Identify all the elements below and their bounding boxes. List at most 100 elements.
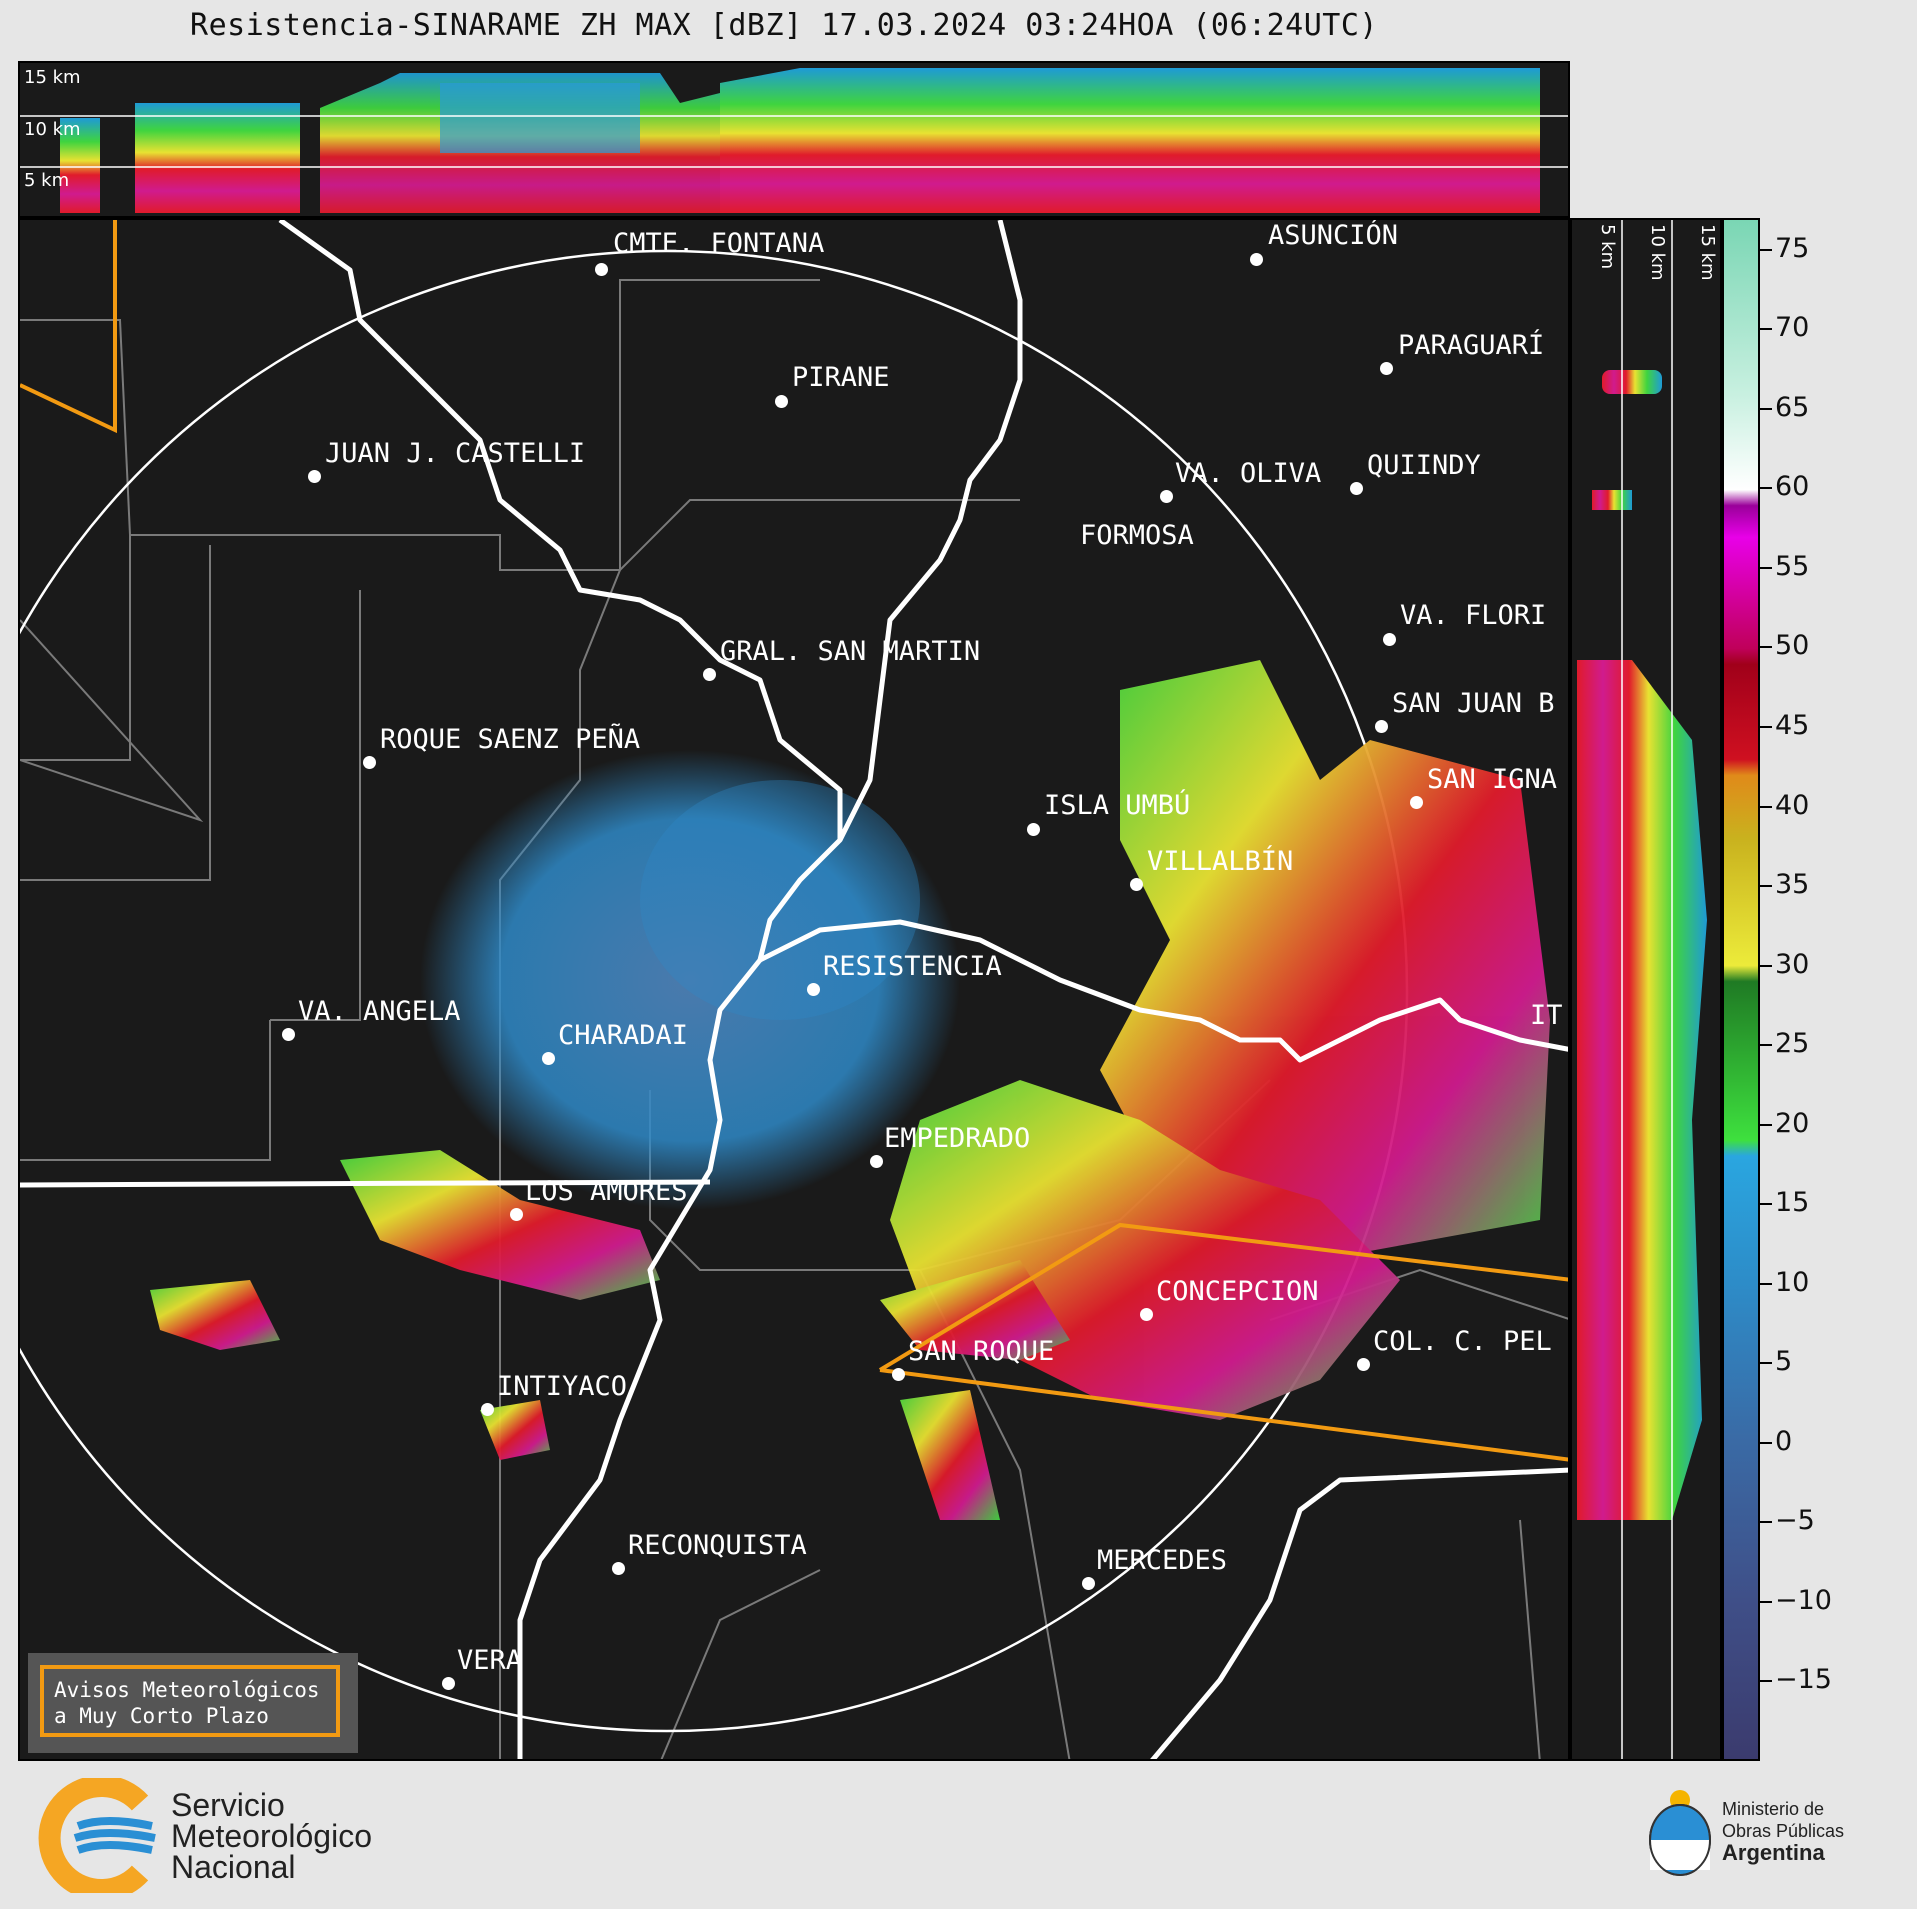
city-label-juan-j-castelli: JUAN J. CASTELLI [325,438,586,469]
side-height-label-10km: 10 km [1647,224,1668,281]
colorbar-tick-mark [1760,328,1772,331]
city-dot [870,1155,883,1168]
side-height-label-15km: 15 km [1697,224,1718,281]
city-dot [1410,796,1423,809]
side-cross-section-echoes [1577,220,1707,1759]
side-cross-section-panel: 5 km 10 km 15 km [1570,218,1722,1761]
smn-logo-line-1: Servicio [171,1787,285,1823]
city-label-va-flori: VA. FLORI [1400,600,1547,631]
height-label-15km: 15 km [24,67,81,88]
colorbar-tick-label: −10 [1775,1584,1832,1616]
city-label-va-angela: VA. ANGELA [298,996,461,1027]
city-label-reconquista: RECONQUISTA [628,1530,807,1561]
colorbar-tick-mark [1760,1282,1772,1285]
colorbar-tick-mark [1760,1521,1772,1524]
city-dot [1357,1358,1370,1371]
colorbar-tick-mark [1760,1600,1772,1603]
city-label-san-igna: SAN IGNA [1427,764,1558,795]
city-label-vera: VERA [457,1645,523,1676]
smn-logo-text: Servicio Meteorológico Nacional [171,1787,372,1885]
city-label-isla-umbu: ISLA UMBÚ [1044,790,1191,821]
smn-logo-line-3: Nacional [171,1849,296,1885]
colorbar-tick-label: 30 [1775,948,1810,980]
city-label-it: IT [1530,1000,1563,1031]
city-dot [1027,823,1040,836]
colorbar-tick-mark [1760,407,1772,410]
ministerio-line-2: Obras Públicas [1722,1821,1845,1841]
ministerio-line-3: Argentina [1722,1842,1844,1865]
colorbar-tick-mark [1760,1441,1772,1444]
colorbar-tick-label: 55 [1775,550,1810,582]
city-label-mercedes: MERCEDES [1097,1545,1228,1576]
colorbar-tick-mark [1760,1680,1772,1683]
colorbar-tick-label: 40 [1775,789,1810,821]
ministerio-line-3-text: Argentina [1722,1840,1825,1865]
colorbar-tick-mark [1760,248,1772,251]
city-label-asuncion: ASUNCIÓN [1268,220,1399,251]
top-cross-section-panel: 15 km 10 km 5 km [18,61,1570,218]
city-dot [363,756,376,769]
colorbar-tick-mark [1760,1362,1772,1365]
avisos-line-2: a Muy Corto Plazo [54,1704,269,1728]
city-label-empedrado: EMPEDRADO [884,1123,1031,1154]
colorbar-tick-label: 70 [1775,312,1810,344]
city-dot [1250,253,1263,266]
city-dot [542,1052,555,1065]
city-dot [1350,482,1363,495]
colorbar-tick-mark [1760,1123,1772,1126]
avisos-legend-inner: Avisos Meteorológicos a Muy Corto Plazo [40,1665,340,1737]
city-dot [308,470,321,483]
city-dot [775,395,788,408]
height-label-5km: 5 km [24,170,70,191]
side-height-label-5km: 5 km [1597,224,1618,270]
city-label-cmte-fontana: CMTE. FONTANA [613,228,825,259]
colorbar-tick-label: −15 [1775,1664,1832,1696]
city-dot [510,1208,523,1221]
city-dot [612,1562,625,1575]
avisos-legend-box: Avisos Meteorológicos a Muy Corto Plazo [28,1653,358,1753]
colorbar-tick-label: 25 [1775,1028,1810,1060]
city-label-col-c-pel: COL. C. PEL [1373,1326,1552,1357]
city-label-villalbin: VILLALBÍN [1147,846,1294,877]
city-dot [1383,633,1396,646]
city-label-intiyaco: INTIYACO [497,1371,628,1402]
colorbar-tick-mark [1760,487,1772,490]
colorbar-tick-label: −5 [1775,1505,1815,1537]
city-label-pirane: PIRANE [792,362,890,393]
colorbar-tick-mark [1760,1203,1772,1206]
ministerio-line-1: Ministerio de [1722,1799,1825,1819]
colorbar-tick-label: 50 [1775,630,1810,662]
city-dot [807,983,820,996]
city-label-va-oliva: VA. OLIVA [1175,458,1322,489]
city-label-roque-saenz-pena: ROQUE SAENZ PEÑA [380,724,641,755]
colorbar-tick-label: 10 [1775,1266,1810,1298]
city-label-charadai: CHARADAI [558,1020,689,1051]
city-label-resistencia: RESISTENCIA [823,951,1002,982]
coat-of-arms-icon [1649,1790,1711,1876]
colorbar-tick-label: 75 [1775,232,1810,264]
page-title: Resistencia-SINARAME ZH MAX [dBZ] 17.03.… [190,8,1378,43]
colorbar-tick-mark [1760,964,1772,967]
colorbar-tick-label: 35 [1775,869,1810,901]
smn-logo-icon [38,1778,156,1893]
top-cross-section-echoes [20,68,1568,213]
colorbar-tick-label: 20 [1775,1107,1810,1139]
city-dot [1160,490,1173,503]
city-dot [703,668,716,681]
radar-map-panel: CMTE. FONTANA ASUNCIÓN PARAGUARÍ PIRANE … [18,218,1570,1761]
city-label-gral-san-martin: GRAL. SAN MARTIN [720,636,981,667]
city-label-san-juan-b: SAN JUAN B [1392,688,1555,719]
city-dot [1082,1577,1095,1590]
height-label-10km: 10 km [24,119,81,140]
colorbar-tick-mark [1760,805,1772,808]
city-dot [1375,720,1388,733]
colorbar-tick-label: 15 [1775,1187,1810,1219]
colorbar-tick-label: 60 [1775,471,1810,503]
city-label-los-amores: LOS AMORES [525,1176,688,1207]
city-dot [442,1677,455,1690]
colorbar-tick-mark [1760,646,1772,649]
colorbar-tick-label: 0 [1775,1425,1793,1457]
colorbar-tick-mark [1760,885,1772,888]
city-dot [1140,1308,1153,1321]
city-label-concepcion: CONCEPCION [1156,1276,1319,1307]
